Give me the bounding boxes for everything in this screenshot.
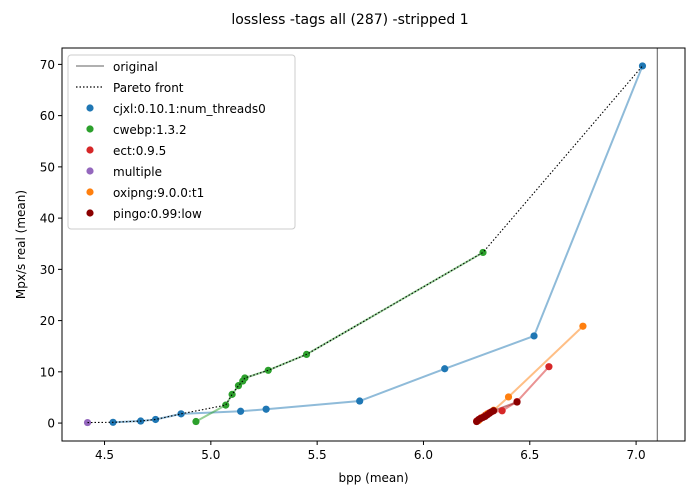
plot-area bbox=[83, 48, 659, 441]
data-point-cwebp-1-3-2 bbox=[192, 417, 200, 426]
y-tick-label: 60 bbox=[40, 109, 55, 123]
legend-marker-multiple bbox=[86, 167, 94, 175]
legend-label-multiple: multiple bbox=[113, 165, 162, 179]
legend-label-ect-0-9-5: ect:0.9.5 bbox=[113, 144, 166, 158]
y-tick-label: 40 bbox=[40, 212, 55, 226]
legend-marker-cjxl-0-10-1-num-threads0 bbox=[86, 104, 94, 112]
legend-marker-cwebp-1-3-2 bbox=[86, 125, 94, 133]
legend: original Pareto front cjxl:0.10.1:num_th… bbox=[67, 54, 296, 230]
data-point-cwebp-1-3-2 bbox=[479, 248, 487, 257]
data-point-cjxl-0-10-1-num-threads0 bbox=[638, 62, 647, 70]
data-point-ect-0-9-5 bbox=[545, 363, 553, 371]
y-tick-label: 10 bbox=[40, 365, 55, 379]
legend-pareto-label: Pareto front bbox=[113, 81, 184, 95]
data-point-cjxl-0-10-1-num-threads0 bbox=[151, 415, 160, 424]
plot-frame bbox=[61, 47, 686, 442]
x-tick-label: 5.0 bbox=[201, 448, 220, 462]
x-tick-label: 4.5 bbox=[95, 448, 114, 462]
legend-label-oxipng-9-0-0-t1: oxipng:9.0.0:t1 bbox=[113, 186, 204, 200]
data-point-oxipng-9-0-0-t1 bbox=[504, 393, 513, 401]
data-point-cwebp-1-3-2 bbox=[222, 401, 230, 409]
data-point-pingo-0-99-low bbox=[513, 398, 521, 406]
y-axis-label: Mpx/s real (mean) bbox=[14, 190, 28, 299]
data-point-cwebp-1-3-2 bbox=[228, 390, 236, 398]
y-tick-label: 30 bbox=[40, 263, 55, 277]
x-tick-label: 6.0 bbox=[414, 448, 433, 462]
x-tick-label: 5.5 bbox=[308, 448, 327, 462]
legend-marker-oxipng-9-0-0-t1 bbox=[86, 188, 94, 196]
data-point-cwebp-1-3-2 bbox=[241, 374, 249, 382]
x-axis: 4.5 5.0 5.5 6.0 6.5 7.0 bbox=[95, 441, 646, 462]
data-point-cwebp-1-3-2 bbox=[264, 366, 272, 374]
y-axis: 0 10 20 30 40 50 60 70 bbox=[40, 58, 62, 431]
data-point-cjxl-0-10-1-num-threads0 bbox=[530, 332, 538, 340]
legend-label-pingo-0-99-low: pingo:0.99:low bbox=[113, 207, 202, 221]
data-point-cjxl-0-10-1-num-threads0 bbox=[356, 397, 364, 405]
data-point-pingo-0-99-low bbox=[490, 407, 498, 415]
legend-label-cwebp-1-3-2: cwebp:1.3.2 bbox=[113, 123, 187, 137]
x-tick-label: 7.0 bbox=[627, 448, 646, 462]
data-point-cjxl-0-10-1-num-threads0 bbox=[237, 407, 245, 415]
pareto-front-line bbox=[87, 65, 643, 424]
y-tick-label: 50 bbox=[40, 160, 55, 174]
data-point-oxipng-9-0-0-t1 bbox=[579, 322, 587, 330]
legend-original-label: original bbox=[113, 60, 158, 74]
y-tick-label: 0 bbox=[47, 417, 55, 431]
data-point-cjxl-0-10-1-num-threads0 bbox=[262, 405, 270, 413]
legend-frame bbox=[67, 54, 296, 230]
series-line-oxipng-9-0-0-t1 bbox=[478, 325, 584, 422]
data-point-cjxl-0-10-1-num-threads0 bbox=[177, 410, 185, 418]
y-tick-label: 20 bbox=[40, 314, 55, 328]
x-tick-label: 6.5 bbox=[520, 448, 539, 462]
data-point-cjxl-0-10-1-num-threads0 bbox=[441, 365, 449, 373]
legend-marker-ect-0-9-5 bbox=[86, 146, 94, 154]
y-tick-label: 70 bbox=[40, 58, 55, 72]
data-point-ect-0-9-5 bbox=[498, 407, 506, 415]
legend-marker-pingo-0-99-low bbox=[86, 209, 94, 217]
chart-title: lossless -tags all (287) -stripped 1 bbox=[231, 12, 468, 28]
legend-label-cjxl-0-10-1-num-threads0: cjxl:0.10.1:num_threads0 bbox=[113, 102, 266, 116]
x-axis-label: bpp (mean) bbox=[338, 471, 408, 485]
